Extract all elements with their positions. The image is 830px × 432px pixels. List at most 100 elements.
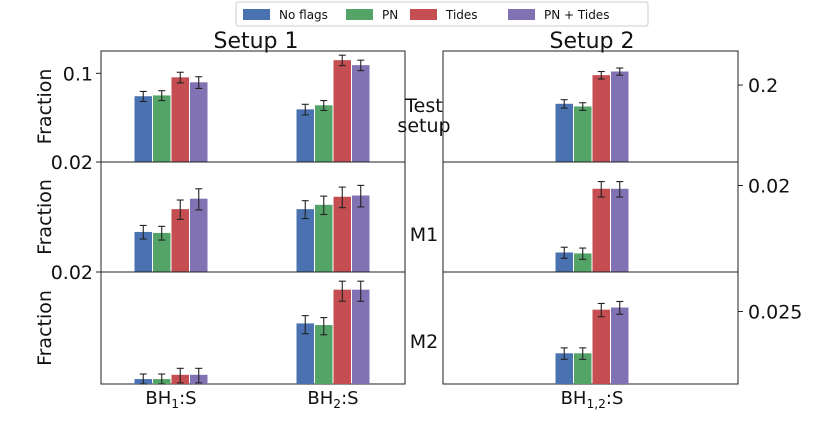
left-errorbar-row3-pn-cat1 xyxy=(158,373,166,385)
left-errorbar-row3-pn-cat2 xyxy=(320,317,328,336)
right-errorbar-row3-no-flags-cat1 xyxy=(560,347,568,360)
legend: No flags PN Tides PN + Tides xyxy=(235,1,649,27)
right-errorbar-row2-no-flags-cat1 xyxy=(560,246,568,259)
left-bar-row3-no-flags-cat2 xyxy=(296,323,314,384)
left-errorbar-row1-pn-tides-cat1 xyxy=(195,76,203,90)
left-bar-row1-tides-cat2 xyxy=(333,60,351,162)
left-errorbar-row2-pn-cat2 xyxy=(320,195,328,216)
left-bar-row2-pn-cat2 xyxy=(315,204,333,272)
left-bar-row2-no-flags-cat1 xyxy=(134,231,152,272)
left-errorbar-row1-no-flags-cat1 xyxy=(139,90,147,103)
row-label-test-setup-line1: Test xyxy=(404,95,442,117)
left-panel-row-2 xyxy=(100,161,406,273)
left-errorbar-row2-no-flags-cat2 xyxy=(301,200,309,220)
xtick-label-left-2: BH2:S xyxy=(307,388,358,411)
left-bar-row1-no-flags-cat1 xyxy=(134,96,152,162)
right-bar-row1-tides-cat1 xyxy=(592,75,610,162)
row-label-m2: M2 xyxy=(410,331,438,353)
left-errorbar-row1-pn-tides-cat2 xyxy=(357,59,365,72)
right-errorbar-row1-pn-tides-cat1 xyxy=(616,67,624,76)
left-bar-row3-pn-cat2 xyxy=(315,325,333,384)
left-bar-row2-pn-tides-cat2 xyxy=(352,195,370,272)
legend-swatch-pn-tides xyxy=(508,9,535,20)
left-errorbar-row2-tides-cat1 xyxy=(176,199,184,220)
right-bar-row2-tides-cat1 xyxy=(592,188,610,272)
left-errorbar-row2-tides-cat2 xyxy=(338,186,346,209)
left-errorbar-row2-pn-cat1 xyxy=(158,225,166,241)
right-errorbar-row1-no-flags-cat1 xyxy=(560,99,568,109)
right-ytick-label-row2-0: 0.02 xyxy=(748,176,790,198)
legend-label-pn: PN xyxy=(382,8,398,22)
left-bar-row1-pn-tides-cat1 xyxy=(190,82,208,162)
right-errorbar-row2-pn-cat1 xyxy=(579,247,587,260)
left-bar-row1-no-flags-cat2 xyxy=(296,109,314,162)
left-errorbar-row1-tides-cat1 xyxy=(176,71,184,84)
left-errorbar-row2-no-flags-cat1 xyxy=(139,224,147,240)
left-errorbar-row2-pn-tides-cat1 xyxy=(195,188,203,211)
left-bar-row1-pn-tides-cat2 xyxy=(352,65,370,162)
left-ytick-label-row1-1: 0.02 xyxy=(51,152,93,174)
left-errorbar-row3-tides-cat2 xyxy=(338,280,346,302)
left-errorbar-row1-tides-cat2 xyxy=(338,54,346,67)
right-bar-row1-pn-tides-cat1 xyxy=(611,71,629,162)
left-errorbar-row1-no-flags-cat2 xyxy=(301,103,309,116)
left-bar-row1-tides-cat1 xyxy=(171,77,189,162)
left-ytick-label-row1-0: 0.1 xyxy=(63,63,93,85)
left-ytick-label-row3-0: 0.02 xyxy=(51,262,93,284)
xtick-label-right-1: BH1,2:S xyxy=(561,388,624,411)
column-title-setup-2: Setup 2 xyxy=(549,29,634,54)
left-bar-row3-tides-cat2 xyxy=(333,289,351,384)
legend-swatch-tides xyxy=(410,9,437,20)
legend-frame xyxy=(235,1,649,27)
legend-swatch-pn xyxy=(346,9,373,20)
left-bar-row3-pn-tides-cat2 xyxy=(352,289,370,384)
right-bar-row3-tides-cat1 xyxy=(592,309,610,384)
left-errorbar-row2-pn-tides-cat2 xyxy=(357,184,365,208)
right-errorbar-row2-tides-cat1 xyxy=(597,181,605,198)
right-bar-row2-no-flags-cat1 xyxy=(555,252,573,272)
right-errorbar-row3-pn-cat1 xyxy=(579,347,587,360)
right-bar-row2-pn-cat1 xyxy=(574,253,592,272)
ylabel-fraction-row-2: Fraction xyxy=(34,179,56,255)
column-titles: Setup 1 Setup 2 xyxy=(213,29,634,54)
right-panel-row-3: 0.025 xyxy=(442,271,802,385)
right-bar-row1-pn-cat1 xyxy=(574,106,592,162)
row-label-m1: M1 xyxy=(410,224,438,246)
column-title-setup-1: Setup 1 xyxy=(213,29,298,54)
left-errorbar-row3-no-flags-cat1 xyxy=(139,373,147,385)
right-bar-row2-pn-tides-cat1 xyxy=(611,188,629,272)
row-label-test-setup-line2: setup xyxy=(397,115,450,137)
legend-label-no-flags: No flags xyxy=(279,8,328,22)
left-errorbar-row3-tides-cat1 xyxy=(176,367,184,384)
left-panel-row-1: 0.1 0.02 xyxy=(51,50,406,174)
left-errorbar-row1-pn-cat2 xyxy=(320,100,328,111)
left-errorbar-row3-pn-tides-cat1 xyxy=(195,367,203,384)
right-errorbar-row1-tides-cat1 xyxy=(597,70,605,80)
right-errorbar-row3-tides-cat1 xyxy=(597,302,605,318)
left-errorbar-row1-pn-cat1 xyxy=(158,90,166,102)
xtick-label-left-1: BH1:S xyxy=(145,388,196,411)
legend-label-pn-tides: PN + Tides xyxy=(544,8,609,22)
left-bar-row2-no-flags-cat2 xyxy=(296,209,314,272)
right-bar-row3-pn-tides-cat1 xyxy=(611,307,629,384)
right-ytick-label-row3-0: 0.025 xyxy=(748,301,802,323)
right-ytick-label-row1-0: 0.2 xyxy=(748,75,778,97)
legend-swatch-no-flags xyxy=(243,9,270,20)
right-errorbar-row3-pn-tides-cat1 xyxy=(616,300,624,315)
left-errorbar-row3-pn-tides-cat2 xyxy=(357,280,365,302)
left-panel-row-3: 0.02 xyxy=(51,262,406,385)
legend-label-tides: Tides xyxy=(445,8,478,22)
ylabel-fraction-row-1: Fraction xyxy=(34,69,56,145)
right-panel-row-1: 0.2 xyxy=(442,50,778,163)
left-bar-row1-pn-cat2 xyxy=(315,105,333,162)
left-bar-row2-pn-cat1 xyxy=(153,232,171,272)
left-bar-row2-tides-cat2 xyxy=(333,196,351,272)
right-errorbar-row2-pn-tides-cat1 xyxy=(616,181,624,198)
left-bar-row2-pn-tides-cat1 xyxy=(190,198,208,272)
left-bar-row1-pn-cat1 xyxy=(153,95,171,162)
right-bar-row3-pn-cat1 xyxy=(574,353,592,384)
right-errorbar-row1-pn-cat1 xyxy=(579,102,587,111)
left-panel-frame-3 xyxy=(100,271,406,385)
